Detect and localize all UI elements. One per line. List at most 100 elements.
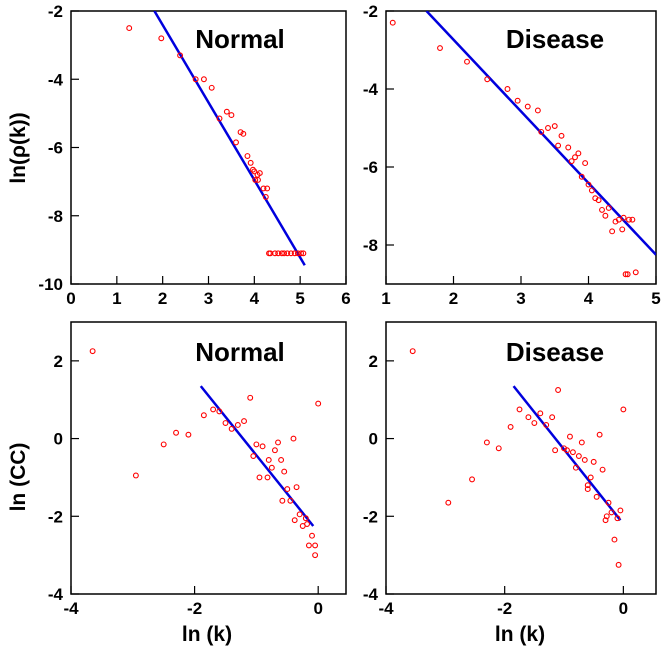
data-point xyxy=(252,176,259,183)
data-point xyxy=(294,250,301,257)
data-point xyxy=(228,112,235,119)
data-point xyxy=(288,250,294,257)
panel-title: Disease xyxy=(506,24,604,54)
x-tick-label: -2 xyxy=(187,599,202,618)
data-point xyxy=(587,474,594,481)
data-point xyxy=(543,422,550,428)
data-point xyxy=(549,414,556,421)
x-tick-label: 3 xyxy=(204,289,213,308)
y-tick-label: -2 xyxy=(48,507,63,526)
data-point xyxy=(495,445,502,452)
data-point xyxy=(531,420,538,426)
data-point xyxy=(210,406,217,413)
data-point xyxy=(298,250,305,257)
data-point xyxy=(605,499,612,506)
data-point xyxy=(565,144,572,151)
panel-title: Disease xyxy=(506,337,604,367)
data-point xyxy=(233,139,239,146)
data-point xyxy=(551,123,558,130)
data-point xyxy=(608,509,615,516)
data-point xyxy=(287,497,294,504)
x-tick-label: 6 xyxy=(341,289,350,308)
data-point xyxy=(572,154,578,161)
chart-panel-3: -4 -2 0 2 0 -2 -4 Normal xyxy=(48,321,347,618)
data-point xyxy=(272,250,278,257)
data-point xyxy=(504,86,511,92)
data-point xyxy=(389,19,396,26)
data-point xyxy=(268,464,275,471)
data-point xyxy=(629,216,636,223)
data-layer xyxy=(409,348,627,568)
data-point xyxy=(291,250,298,257)
data-point xyxy=(222,420,229,426)
y-tick-label: 0 xyxy=(369,430,378,449)
data-point xyxy=(624,271,631,278)
x-tick-label: -4 xyxy=(378,599,394,618)
data-point xyxy=(578,439,585,446)
data-point xyxy=(617,507,624,514)
data-point xyxy=(256,170,263,177)
data-point xyxy=(620,214,627,221)
data-point xyxy=(584,486,591,493)
data-point xyxy=(596,431,603,438)
data-point xyxy=(160,441,167,448)
x-tick-label: 1 xyxy=(112,289,121,308)
data-point xyxy=(216,408,223,415)
y-tick-label: -2 xyxy=(363,2,378,21)
y-tick-label: -4 xyxy=(48,70,64,89)
data-point xyxy=(266,250,272,257)
data-point xyxy=(534,107,541,114)
data-point xyxy=(582,160,589,167)
data-point xyxy=(585,181,592,188)
data-point xyxy=(483,439,490,446)
chart-panel-2: 1 2 3 4 5 -2 -4 -6 -8 Disease xyxy=(363,2,661,308)
data-point xyxy=(296,511,303,518)
chart-panel-4: -4 -2 0 2 0 -2 -4 Disease xyxy=(363,321,657,618)
data-point xyxy=(223,108,230,115)
data-point xyxy=(409,348,416,355)
data-point xyxy=(247,394,254,401)
data-point xyxy=(309,532,315,539)
y-tick-label: -4 xyxy=(48,585,64,604)
y-tick-label: 2 xyxy=(369,352,378,371)
panel-title: Normal xyxy=(195,24,285,54)
data-point xyxy=(595,197,602,204)
data-point xyxy=(555,387,562,393)
data-point xyxy=(569,449,576,456)
data-point xyxy=(132,472,139,479)
data-point xyxy=(284,250,291,257)
data-point xyxy=(564,447,570,454)
data-point xyxy=(89,348,96,355)
y-tick-label: -8 xyxy=(363,236,378,255)
y-axis-label-bottom: ln (CC) xyxy=(7,443,30,512)
chart-panel-1: 0 1 2 3 4 5 6 -2 -4 -6 -8 -10 Normal xyxy=(38,2,350,308)
data-point xyxy=(158,35,165,42)
data-point xyxy=(614,515,621,522)
data-point xyxy=(575,453,582,460)
data-point xyxy=(259,443,266,450)
y-tick-label: -4 xyxy=(363,585,379,604)
data-point xyxy=(291,517,298,524)
data-point xyxy=(516,406,523,413)
data-point xyxy=(632,269,639,276)
data-point xyxy=(278,250,285,257)
data-point xyxy=(524,103,531,110)
data-point xyxy=(275,439,281,446)
data-point xyxy=(200,412,207,419)
data-point xyxy=(609,228,616,235)
data-point xyxy=(173,429,180,436)
y-tick-label: -6 xyxy=(48,139,63,158)
x-tick-label: 3 xyxy=(516,289,525,308)
data-point xyxy=(599,206,605,213)
x-tick-label: 4 xyxy=(584,289,594,308)
data-point xyxy=(537,410,544,417)
y-tick-label: -2 xyxy=(48,2,63,21)
plot-frame xyxy=(385,321,657,595)
data-point xyxy=(251,168,258,175)
data-point xyxy=(278,456,285,463)
x-tick-label: 5 xyxy=(295,289,304,308)
data-point xyxy=(250,453,257,460)
data-point xyxy=(611,536,618,543)
data-point xyxy=(256,474,263,481)
